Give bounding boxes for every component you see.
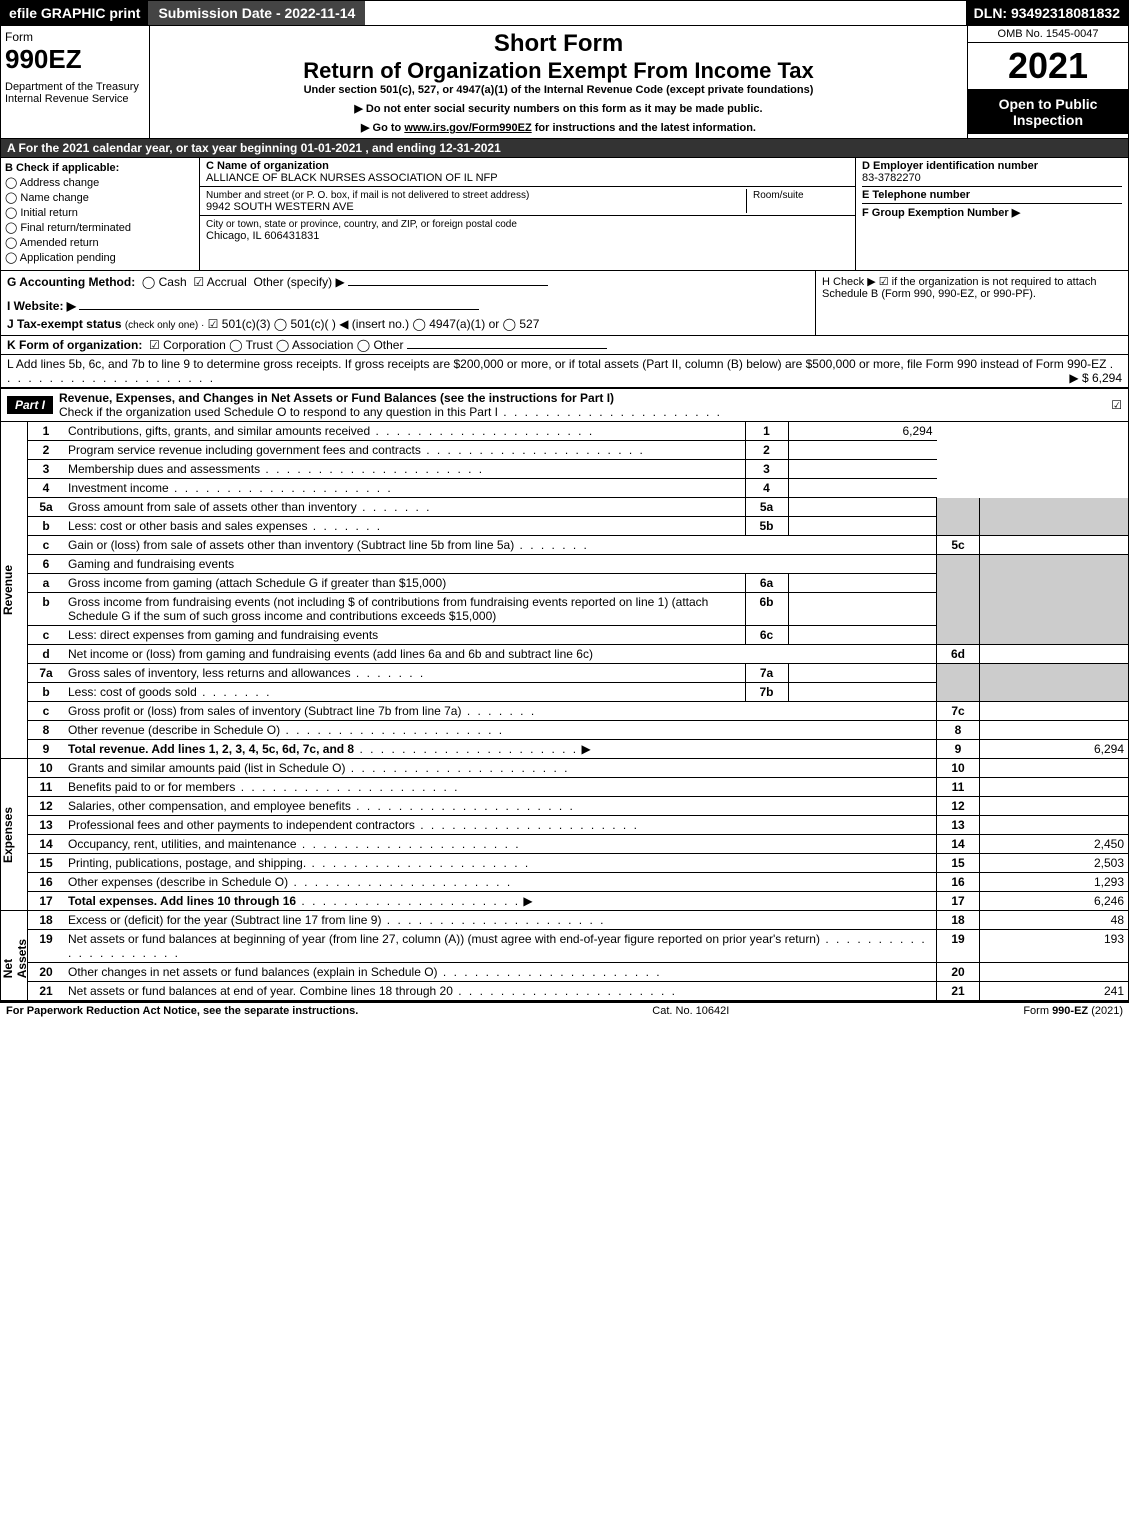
table-row: dNet income or (loss) from gaming and fu… [1, 645, 1129, 664]
table-row: cGross profit or (loss) from sales of in… [1, 702, 1129, 721]
d-title: D Employer identification number [862, 160, 1122, 172]
table-row: 6Gaming and fundraising events [1, 555, 1129, 574]
short-form-title: Short Form [158, 30, 959, 58]
chk-application-pending[interactable]: ◯ Application pending [5, 251, 195, 264]
table-row: Net Assets 18Excess or (deficit) for the… [1, 911, 1129, 930]
part1-label: Part I [7, 396, 53, 414]
form-header: Form 990EZ Department of the Treasury In… [0, 26, 1129, 138]
table-row: 12Salaries, other compensation, and empl… [1, 797, 1129, 816]
part1-sub: Check if the organization used Schedule … [59, 405, 498, 419]
chk-amended-return[interactable]: ◯ Amended return [5, 236, 195, 249]
line-i: I Website: ▶ [7, 299, 809, 313]
table-row: 15Printing, publications, postage, and s… [1, 854, 1129, 873]
ghij-block: G Accounting Method: ◯ Cash ☑ Accrual Ot… [0, 271, 1129, 336]
line-j: J Tax-exempt status (check only one) · ☑… [7, 317, 809, 331]
b-title: B Check if applicable: [5, 162, 195, 174]
street-cell: Number and street (or P. O. box, if mail… [200, 187, 855, 216]
l-amount: ▶ $ 6,294 [1069, 371, 1122, 385]
ssn-note: ▶ Do not enter social security numbers o… [158, 102, 959, 115]
form-word: Form [5, 30, 145, 44]
dln-label: DLN: 93492318081832 [966, 1, 1128, 25]
table-row: Expenses 10Grants and similar amounts pa… [1, 759, 1129, 778]
f-title: F Group Exemption Number ▶ [862, 207, 1020, 219]
form-number: 990EZ [5, 44, 145, 75]
table-row: 9Total revenue. Add lines 1, 2, 3, 4, 5c… [1, 740, 1129, 759]
goto-prefix: ▶ Go to [361, 122, 404, 134]
lines-table: Revenue 1 Contributions, gifts, grants, … [0, 422, 1129, 1001]
footer-right: Form 990-EZ (2021) [1023, 1005, 1123, 1017]
table-row: 3Membership dues and assessments3 [1, 460, 1129, 479]
city: Chicago, IL 606431831 [206, 230, 319, 242]
line-k: K Form of organization: ☑ Corporation ◯ … [0, 336, 1129, 355]
ein: 83-3782270 [862, 172, 1122, 184]
table-row: 2Program service revenue including gover… [1, 441, 1129, 460]
omb-number: OMB No. 1545-0047 [968, 26, 1128, 43]
top-bar: efile GRAPHIC print Submission Date - 20… [0, 0, 1129, 26]
room-suite: Room/suite [746, 189, 849, 213]
section-a: A For the 2021 calendar year, or tax yea… [0, 138, 1129, 158]
submission-date: Submission Date - 2022-11-14 [148, 1, 365, 25]
part1-checkbox[interactable]: ☑ [1111, 398, 1122, 412]
department-label: Department of the Treasury Internal Reve… [5, 81, 145, 105]
org-name: ALLIANCE OF BLACK NURSES ASSOCIATION OF … [206, 172, 498, 184]
efile-label[interactable]: efile GRAPHIC print [1, 1, 148, 25]
table-row: 8Other revenue (describe in Schedule O)8 [1, 721, 1129, 740]
section-b: B Check if applicable: ◯ Address change … [1, 158, 200, 270]
table-row: 14Occupancy, rent, utilities, and mainte… [1, 835, 1129, 854]
chk-initial-return[interactable]: ◯ Initial return [5, 206, 195, 219]
table-row: 19Net assets or fund balances at beginni… [1, 930, 1129, 963]
chk-address-change[interactable]: ◯ Address change [5, 176, 195, 189]
footer: For Paperwork Reduction Act Notice, see … [0, 1001, 1129, 1019]
table-row: 13Professional fees and other payments t… [1, 816, 1129, 835]
irs-link[interactable]: www.irs.gov/Form990EZ [404, 122, 531, 134]
revenue-side: Revenue [1, 422, 28, 759]
chk-name-change[interactable]: ◯ Name change [5, 191, 195, 204]
c-name-label: C Name of organization [206, 160, 329, 172]
return-title: Return of Organization Exempt From Incom… [158, 58, 959, 84]
goto-suffix: for instructions and the latest informat… [532, 122, 756, 134]
line-g: G Accounting Method: ◯ Cash ☑ Accrual Ot… [7, 275, 809, 289]
goto-note: ▶ Go to www.irs.gov/Form990EZ for instru… [158, 121, 959, 134]
e-title: E Telephone number [862, 189, 970, 201]
line-h: H Check ▶ ☑ if the organization is not r… [815, 271, 1128, 335]
part1-header: Part I Revenue, Expenses, and Changes in… [0, 388, 1129, 422]
section-c: C Name of organization ALLIANCE OF BLACK… [200, 158, 856, 270]
city-cell: City or town, state or province, country… [200, 216, 855, 244]
table-row: 7aGross sales of inventory, less returns… [1, 664, 1129, 683]
street: 9942 SOUTH WESTERN AVE [206, 201, 354, 213]
table-row: 21Net assets or fund balances at end of … [1, 982, 1129, 1001]
bcde-row: B Check if applicable: ◯ Address change … [0, 158, 1129, 271]
expenses-side: Expenses [1, 759, 28, 911]
table-row: 20Other changes in net assets or fund ba… [1, 963, 1129, 982]
street-label: Number and street (or P. O. box, if mail… [206, 190, 529, 201]
table-row: 16Other expenses (describe in Schedule O… [1, 873, 1129, 892]
header-center: Short Form Return of Organization Exempt… [150, 26, 967, 138]
table-row: 4Investment income4 [1, 479, 1129, 498]
table-row: 5aGross amount from sale of assets other… [1, 498, 1129, 517]
table-row: Revenue 1 Contributions, gifts, grants, … [1, 422, 1129, 441]
table-row: cGain or (loss) from sale of assets othe… [1, 536, 1129, 555]
part1-title: Revenue, Expenses, and Changes in Net As… [59, 391, 614, 405]
footer-center: Cat. No. 10642I [358, 1005, 1023, 1017]
table-row: 17Total expenses. Add lines 10 through 1… [1, 892, 1129, 911]
header-left: Form 990EZ Department of the Treasury In… [1, 26, 150, 138]
line-l: L Add lines 5b, 6c, and 7b to line 9 to … [0, 355, 1129, 388]
footer-left: For Paperwork Reduction Act Notice, see … [6, 1005, 358, 1017]
city-label: City or town, state or province, country… [206, 219, 517, 230]
table-row: 11Benefits paid to or for members11 [1, 778, 1129, 797]
gij-left: G Accounting Method: ◯ Cash ☑ Accrual Ot… [1, 271, 815, 335]
tax-year: 2021 [968, 43, 1128, 90]
header-right: OMB No. 1545-0047 2021 Open to Public In… [967, 26, 1128, 138]
section-d: D Employer identification number 83-3782… [856, 158, 1128, 270]
netassets-side: Net Assets [1, 911, 28, 1001]
org-name-cell: C Name of organization ALLIANCE OF BLACK… [200, 158, 855, 187]
under-section: Under section 501(c), 527, or 4947(a)(1)… [158, 84, 959, 96]
chk-final-return[interactable]: ◯ Final return/terminated [5, 221, 195, 234]
open-to-public: Open to Public Inspection [968, 90, 1128, 134]
